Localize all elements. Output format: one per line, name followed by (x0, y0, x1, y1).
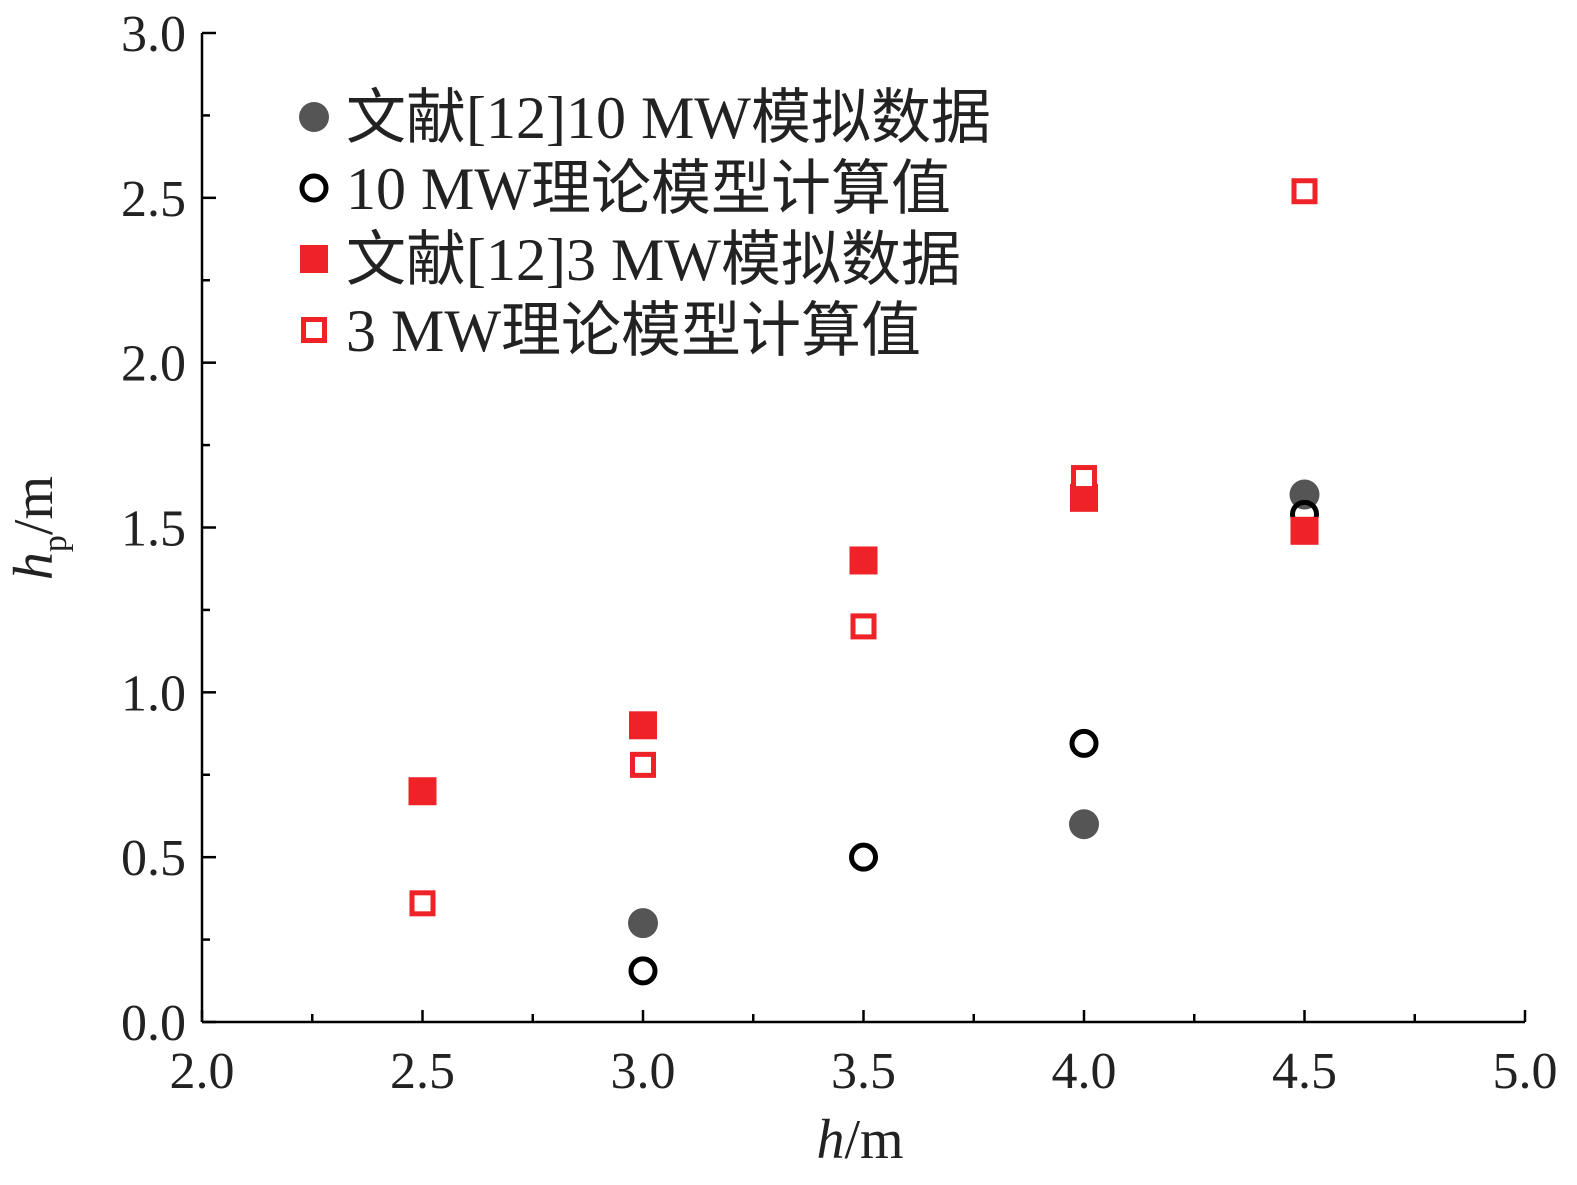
data-points (408, 178, 1320, 986)
x-axis-variable: h (816, 1109, 844, 1171)
y-tick-label: 0.0 (121, 995, 186, 1052)
legend-marker-2 (299, 173, 329, 203)
x-tick-label: 2.5 (390, 1043, 455, 1100)
x-tick-label: 3.0 (611, 1043, 676, 1100)
y-axis-title: hp/m (3, 476, 74, 580)
data-point-series-3 (1290, 516, 1319, 545)
data-point-series-3 (849, 546, 878, 575)
data-point-series-3 (629, 711, 657, 740)
data-point-series-3 (408, 777, 437, 806)
data-point-series-2 (628, 956, 658, 986)
data-point-series-1 (1069, 809, 1099, 840)
x-tick-label: 4.5 (1272, 1043, 1337, 1100)
y-tick-label: 0.5 (121, 830, 186, 887)
data-point-series-4 (409, 890, 436, 917)
axis-ticks: 2.0 2.5 3.0 3.5 4.0 4.5 5.0 0.0 0.5 1.0 1.5 2.0 2.5 3… (121, 6, 1558, 1100)
legend-marker-4 (301, 317, 327, 343)
x-tick-label: 5.0 (1493, 1043, 1558, 1100)
y-axis-unit: /m (3, 476, 65, 535)
legend-label-2: 10 MW理论模型计算值 (346, 156, 951, 222)
y-tick-label: 1.0 (121, 665, 186, 722)
data-point-series-4 (850, 613, 877, 640)
legend-marker-1 (299, 102, 329, 132)
data-point-series-4 (630, 751, 656, 778)
x-tick-label: 3.5 (831, 1043, 896, 1100)
data-point-series-2 (849, 842, 878, 872)
data-point-series-4 (1071, 465, 1097, 492)
y-tick-label: 2.0 (121, 336, 186, 393)
x-axis-title: h/m (816, 1109, 903, 1171)
x-tick-label: 2.0 (170, 1043, 235, 1100)
legend-marker-3 (300, 245, 328, 273)
y-tick-label: 3.0 (121, 6, 186, 63)
legend-label-4: 3 MW理论模型计算值 (346, 298, 921, 364)
legend-label-3: 文献[12]3 MW模拟数据 (346, 227, 961, 293)
data-point-series-4 (1291, 178, 1318, 205)
y-tick-label: 2.5 (121, 171, 186, 228)
data-point-series-1 (628, 908, 658, 939)
x-tick-label: 4.0 (1052, 1043, 1117, 1100)
x-axis-unit: /m (844, 1109, 903, 1171)
legend-label-1: 文献[12]10 MW模拟数据 (346, 85, 991, 151)
data-point-series-2 (1069, 728, 1099, 758)
y-axis-variable: h (3, 552, 65, 580)
y-axis-subscript: p (37, 535, 74, 552)
y-tick-label: 1.5 (121, 501, 186, 558)
